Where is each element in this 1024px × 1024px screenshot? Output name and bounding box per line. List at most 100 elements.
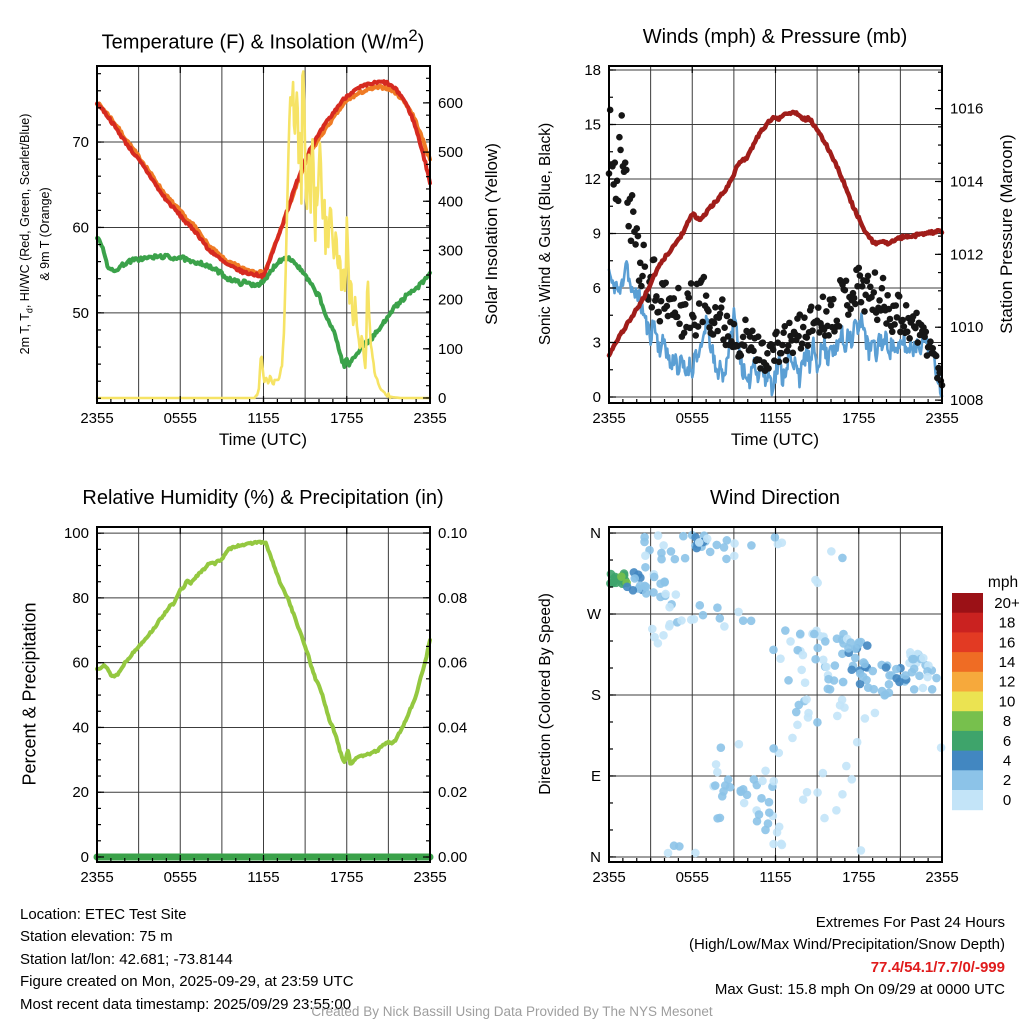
svg-text:2355: 2355 (592, 410, 625, 427)
insolation-yellow (95, 70, 432, 400)
svg-text:0.02: 0.02 (438, 784, 467, 801)
location-text: Location: ETEC Test Site (20, 906, 187, 923)
dir-yaxis-title: Direction (Colored By Speed) (537, 593, 554, 795)
svg-text:0.00: 0.00 (438, 849, 467, 866)
svg-text:2355: 2355 (925, 410, 958, 427)
svg-text:0: 0 (593, 389, 601, 406)
svg-text:18: 18 (584, 62, 601, 79)
extremes-values: 77.4/54.1/7.7/0/-999 (870, 958, 1005, 976)
svg-text:0.04: 0.04 (438, 719, 467, 736)
temp-title-pre: Temperature (F) & Insolation (W/m (101, 31, 409, 54)
svg-text:14: 14 (999, 654, 1016, 671)
dir-chart-title: Wind Direction (709, 487, 841, 509)
wind-xaxis-title: Time (UTC) (730, 430, 820, 449)
pressure-maroon (606, 109, 945, 358)
svg-text:0.06: 0.06 (438, 655, 467, 672)
svg-text:200: 200 (438, 292, 463, 309)
svg-text:6: 6 (593, 280, 601, 297)
latlon-text: Station lat/lon: 42.681; -73.8144 (20, 950, 233, 968)
gridlines (96, 66, 431, 403)
rh-chart-title: Relative Humidity (%) & Precipitation (i… (82, 487, 444, 509)
temp-title-post: ) (417, 31, 425, 54)
temp-xaxis-title: Time (UTC) (218, 430, 308, 449)
axis-tick-labels: 2355 0555 1155 1755 2355 0 3 6 9 12 15 18 1008 1010 10… (584, 62, 983, 427)
axis-ticks (608, 527, 943, 862)
temp-yaxis-title: 2m T, Td, HI/WC (Red, Green, Scarlet/Blu… (17, 113, 52, 355)
axis-tick-labels: 2355 0555 1155 1755 2355 0 20 40 60 80 100 0.00 0.02… (64, 525, 467, 886)
temp-chart-title: Temperature (F) & Insolation (W/m2) (102, 26, 425, 55)
svg-text:50: 50 (72, 305, 89, 322)
svg-text:2355: 2355 (80, 410, 113, 427)
svg-text:70: 70 (72, 134, 89, 151)
svg-text:1014: 1014 (950, 173, 983, 190)
extremes-subtitle: (High/Low/Max Wind/Precipitation/Snow De… (689, 936, 1005, 954)
temperature-insolation-plot: 2355 0555 1155 1755 2355 50 60 70 0 100 200 300 400 5… (72, 65, 463, 427)
svg-text:1755: 1755 (842, 869, 875, 886)
temp-2m-red (95, 79, 432, 280)
svg-text:0555: 0555 (164, 410, 197, 427)
svg-text:2355: 2355 (592, 869, 625, 886)
elevation-text: Station elevation: 75 m (20, 928, 173, 946)
credit-text: Created By Nick Bassill Using Data Provi… (311, 1004, 713, 1019)
svg-text:600: 600 (438, 95, 463, 112)
max-gust-text: Max Gust: 15.8 mph On 09/29 at 0000 UTC (714, 981, 1005, 999)
wind-direction-plot: 2355 0555 1155 1755 2355 N W S E N 20+ 18 16 14 12 10 8 6… (587, 525, 1020, 886)
insolation-yaxis-title: Solar Insolation (Yellow) (482, 143, 501, 325)
svg-text:0: 0 (438, 390, 446, 407)
gridlines (96, 527, 431, 862)
axis-ticks (96, 527, 431, 862)
svg-text:0555: 0555 (164, 869, 197, 886)
svg-text:1755: 1755 (842, 410, 875, 427)
svg-text:1008: 1008 (950, 392, 983, 409)
rh-yaxis-title: Percent & Precipitation (19, 602, 40, 786)
svg-text:100: 100 (64, 525, 89, 542)
speed-colorbar: 20+ 18 16 14 12 10 8 6 4 2 0 (952, 593, 1020, 811)
svg-text:1155: 1155 (759, 410, 791, 427)
wind-direction-scatter (606, 530, 946, 858)
temp-title-sup: 2 (408, 26, 418, 45)
svg-text:20: 20 (72, 784, 89, 801)
svg-text:60: 60 (72, 219, 89, 236)
svg-text:9: 9 (593, 226, 601, 243)
svg-text:80: 80 (72, 590, 89, 607)
svg-text:N: N (590, 525, 601, 542)
svg-text:W: W (587, 606, 602, 623)
svg-text:2355: 2355 (413, 869, 446, 886)
svg-text:12: 12 (584, 171, 601, 188)
svg-text:100: 100 (438, 341, 463, 358)
svg-text:2355: 2355 (925, 869, 958, 886)
axis-ticks (96, 65, 431, 403)
sonic-wind-blue (607, 260, 944, 398)
svg-text:1012: 1012 (950, 246, 983, 263)
svg-text:8: 8 (1003, 713, 1011, 730)
svg-text:500: 500 (438, 144, 463, 161)
colorbar-title: mph (987, 574, 1019, 591)
svg-text:1155: 1155 (759, 869, 791, 886)
svg-text:1016: 1016 (950, 101, 983, 118)
svg-text:3: 3 (593, 335, 601, 352)
svg-text:10: 10 (999, 693, 1016, 710)
svg-text:6: 6 (1003, 733, 1011, 750)
svg-text:40: 40 (72, 719, 89, 736)
svg-text:1755: 1755 (330, 410, 363, 427)
axis-tick-labels: 2355 0555 1155 1755 2355 N W S E N (587, 525, 959, 886)
extremes-title: Extremes For Past 24 Hours (815, 914, 1005, 931)
svg-text:0: 0 (81, 849, 89, 866)
svg-text:S: S (591, 687, 601, 704)
wind-chart-title: Winds (mph) & Pressure (mb) (642, 26, 908, 48)
svg-text:E: E (591, 768, 601, 785)
winds-pressure-plot: 2355 0555 1155 1755 2355 0 3 6 9 12 15 18 1008 1010 10… (584, 62, 983, 427)
svg-text:2: 2 (1003, 772, 1011, 789)
relative-humidity (95, 539, 432, 766)
humidity-precip-plot: 2355 0555 1155 1755 2355 0 20 40 60 80 100 0.00 0.02… (64, 525, 467, 886)
svg-text:0.10: 0.10 (438, 525, 467, 542)
svg-text:12: 12 (999, 674, 1016, 691)
svg-text:18: 18 (999, 615, 1016, 632)
svg-text:300: 300 (438, 242, 463, 259)
svg-text:0555: 0555 (676, 869, 709, 886)
svg-text:2355: 2355 (80, 869, 113, 886)
axis-ticks (608, 66, 943, 403)
axis-tick-labels: 2355 0555 1155 1755 2355 50 60 70 0 100 200 300 400 5… (72, 95, 463, 427)
gust-dots-black (605, 106, 946, 389)
dewpoint-green (95, 236, 432, 369)
